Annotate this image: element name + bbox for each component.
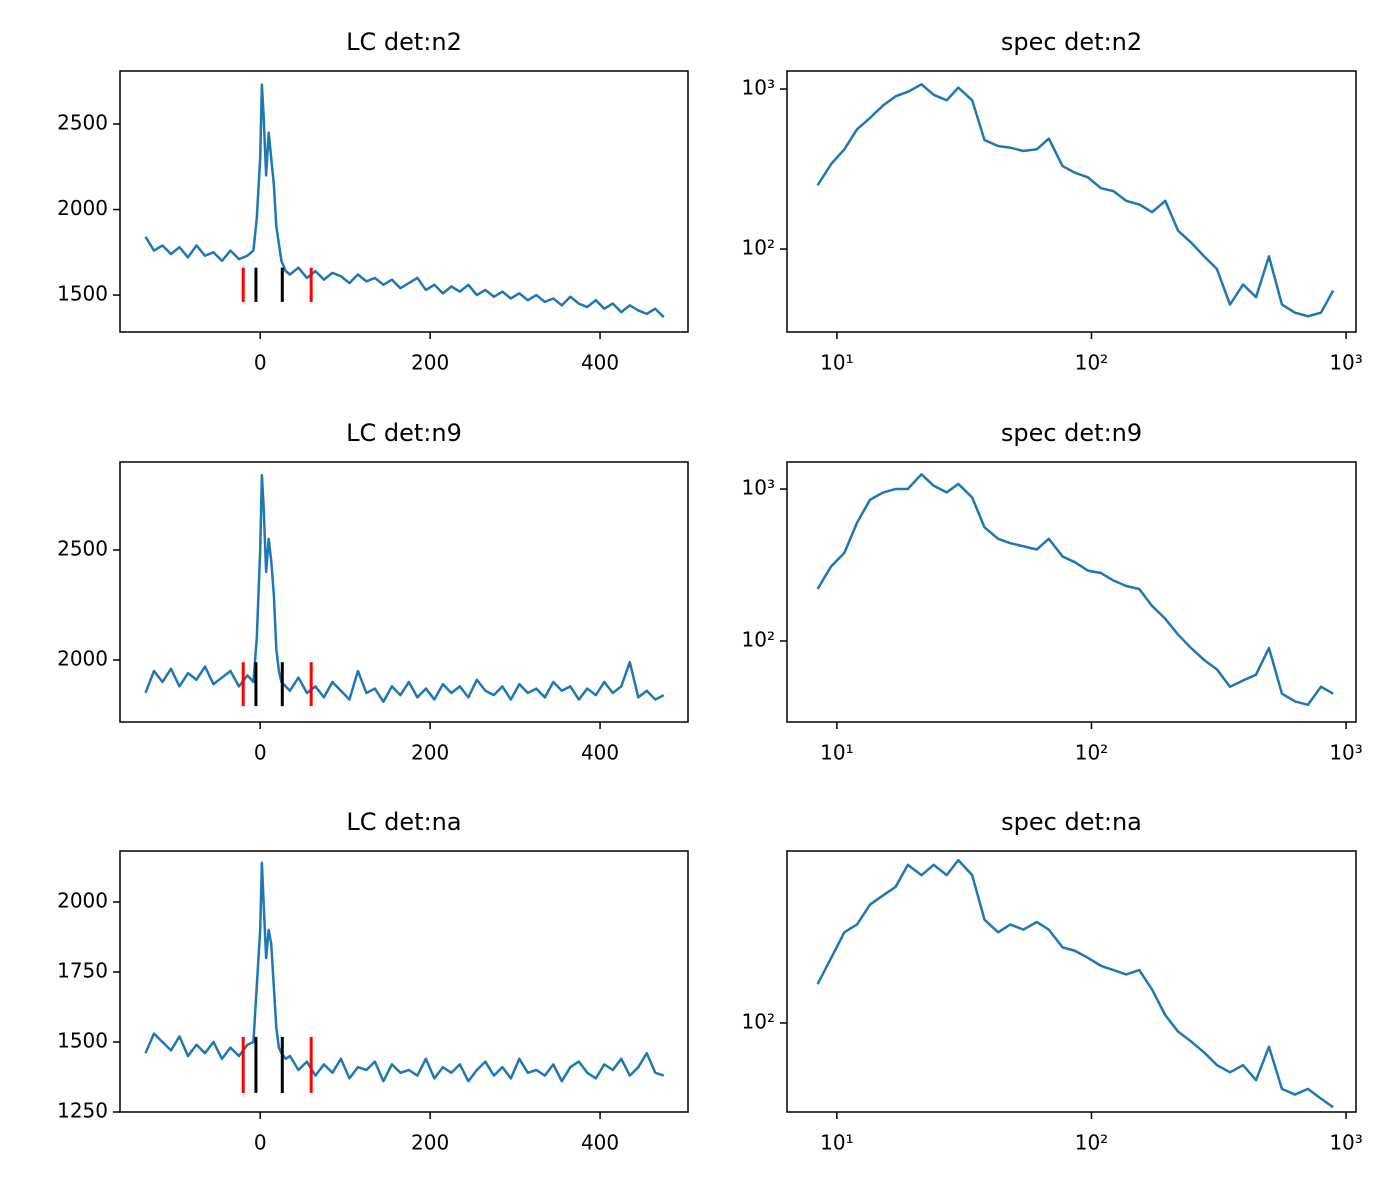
data-line bbox=[816, 83, 1335, 318]
chart-title: spec det:n9 bbox=[1001, 419, 1142, 447]
chart-title: spec det:na bbox=[1001, 808, 1142, 836]
x-tick-label: 10³ bbox=[1329, 351, 1362, 375]
x-tick-label: 0 bbox=[254, 1131, 267, 1155]
chart-title: LC det:n2 bbox=[346, 28, 462, 56]
data-line bbox=[816, 473, 1334, 707]
x-tick-label: 0 bbox=[254, 351, 267, 375]
axes-frame bbox=[119, 850, 689, 1113]
y-tick-label: 2500 bbox=[57, 111, 108, 135]
y-tick-label: 10³ bbox=[742, 76, 775, 100]
axes-frame bbox=[119, 461, 689, 723]
axes-frame bbox=[786, 461, 1357, 723]
axes-frame bbox=[786, 850, 1357, 1113]
y-tick-label: 1250 bbox=[57, 1099, 108, 1123]
y-tick-label: 10² bbox=[742, 627, 775, 651]
x-tick-label: 10³ bbox=[1329, 741, 1362, 765]
x-tick-label: 400 bbox=[581, 351, 619, 375]
x-tick-label: 10¹ bbox=[820, 741, 853, 765]
axes-frame bbox=[119, 70, 689, 333]
y-tick-label: 2000 bbox=[57, 646, 108, 670]
y-tick-label: 2500 bbox=[57, 536, 108, 560]
x-tick-label: 10² bbox=[1075, 741, 1108, 765]
data-line bbox=[816, 858, 1334, 1109]
x-tick-label: 400 bbox=[581, 741, 619, 765]
x-tick-label: 0 bbox=[254, 741, 267, 765]
chart-title: LC det:n9 bbox=[346, 419, 462, 447]
y-tick-label: 1500 bbox=[57, 1028, 108, 1052]
y-tick-label: 2000 bbox=[57, 196, 108, 220]
y-tick-label: 1750 bbox=[57, 958, 108, 982]
x-tick-label: 200 bbox=[411, 1131, 449, 1155]
x-tick-label: 10² bbox=[1075, 351, 1108, 375]
data-line bbox=[144, 83, 665, 319]
data-line bbox=[144, 861, 665, 1083]
axes-frame bbox=[786, 70, 1357, 333]
chart-title: LC det:na bbox=[346, 808, 461, 836]
x-tick-label: 10³ bbox=[1329, 1131, 1362, 1155]
y-tick-label: 10² bbox=[742, 1009, 775, 1033]
x-tick-label: 10¹ bbox=[820, 1131, 853, 1155]
y-tick-label: 1500 bbox=[57, 282, 108, 306]
y-tick-label: 10² bbox=[742, 236, 775, 260]
y-tick-label: 2000 bbox=[57, 888, 108, 912]
x-tick-label: 200 bbox=[411, 351, 449, 375]
x-tick-label: 10² bbox=[1075, 1131, 1108, 1155]
data-line bbox=[144, 473, 665, 704]
x-tick-label: 400 bbox=[581, 1131, 619, 1155]
x-tick-label: 200 bbox=[411, 741, 449, 765]
chart-title: spec det:n2 bbox=[1001, 28, 1142, 56]
x-tick-label: 10¹ bbox=[820, 351, 853, 375]
y-tick-label: 10³ bbox=[742, 476, 775, 500]
